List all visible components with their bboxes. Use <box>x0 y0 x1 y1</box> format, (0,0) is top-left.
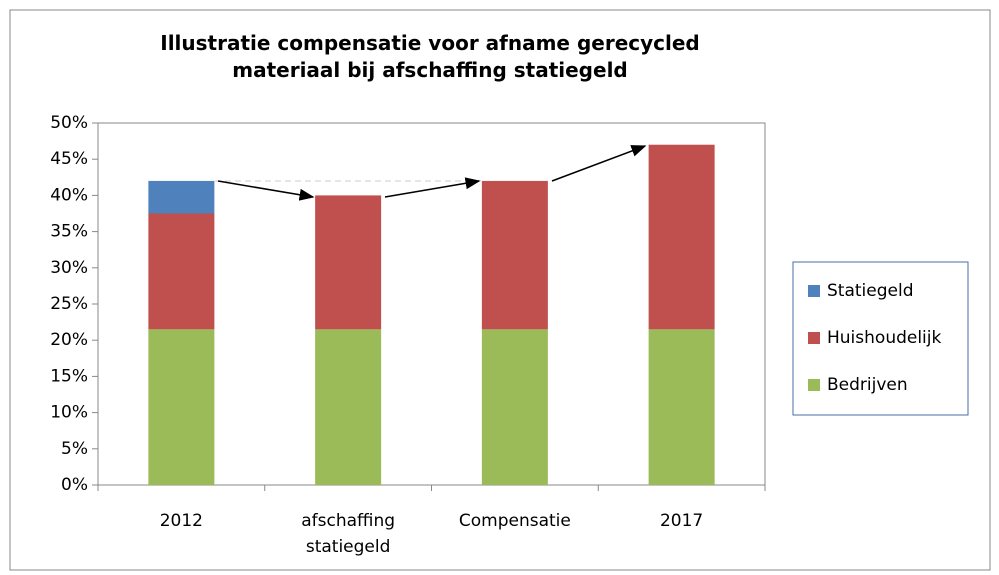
x-tick-label: 2017 <box>659 511 704 531</box>
legend-swatch <box>808 332 820 344</box>
arrow <box>384 177 481 198</box>
bar-segment <box>648 329 715 485</box>
y-tick-label: 30% <box>50 258 88 278</box>
bar-segment <box>648 144 715 330</box>
y-tick-label: 40% <box>50 185 88 205</box>
legend-box <box>792 261 969 416</box>
x-tick-label: afschaffing statiegeld <box>301 511 396 557</box>
y-tick-label: 25% <box>50 294 88 314</box>
legend-swatch <box>808 379 820 391</box>
x-tick-label: 2012 <box>159 511 203 531</box>
arrow <box>551 145 647 182</box>
bar-segment <box>148 213 215 330</box>
legend-label: Bedrijven <box>827 375 908 395</box>
bar-segment <box>481 329 548 485</box>
y-tick-label: 10% <box>50 403 88 423</box>
y-tick-label: 0% <box>61 475 88 495</box>
chart-title: Illustratie compensatie voor afname gere… <box>160 31 700 82</box>
y-tick-label: 15% <box>50 366 88 386</box>
y-tick-label: 20% <box>50 330 88 350</box>
y-tick-label: 5% <box>61 439 88 459</box>
legend-label: Statiegeld <box>827 281 914 301</box>
legend-swatch <box>808 285 820 297</box>
x-tick-label: Compensatie <box>458 511 571 531</box>
bar-segment <box>481 180 548 330</box>
bar-segment <box>315 329 382 485</box>
bar-segment <box>315 195 382 330</box>
arrow <box>217 180 315 201</box>
bar-segment <box>148 329 215 485</box>
y-tick-label: 50% <box>50 113 88 133</box>
y-tick-label: 35% <box>50 222 88 242</box>
y-tick-label: 45% <box>50 149 88 169</box>
legend-label: Huishoudelijk <box>827 328 942 348</box>
bar-segment <box>148 180 215 214</box>
